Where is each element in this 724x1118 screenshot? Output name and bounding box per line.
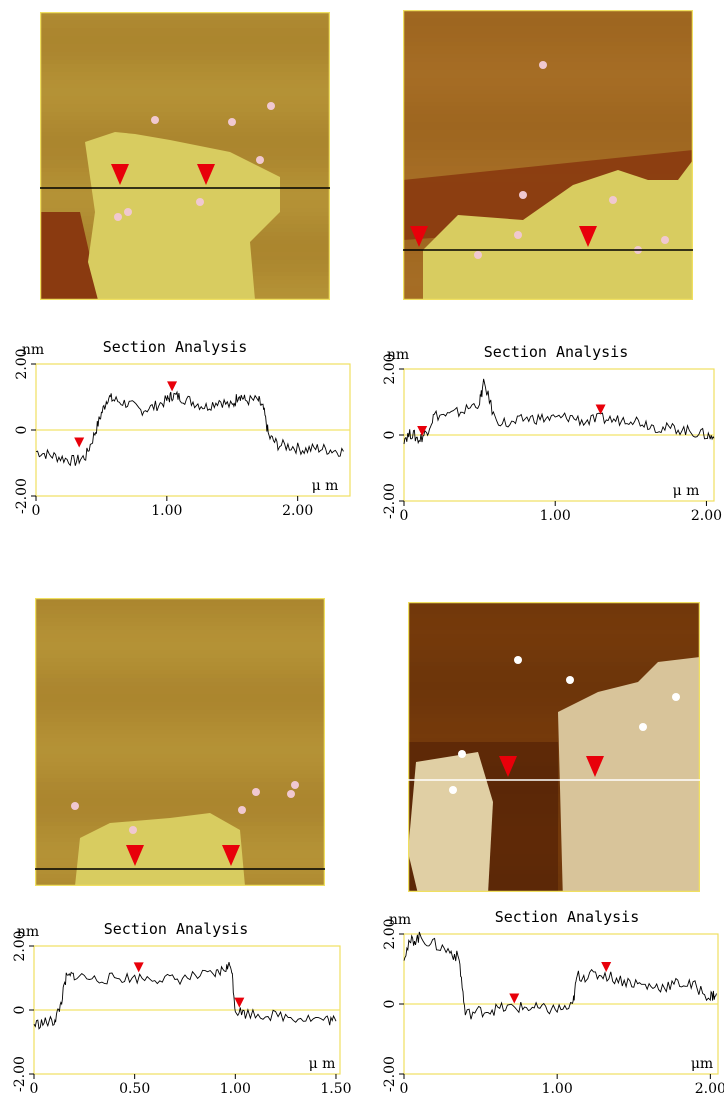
cursor-marker (197, 164, 215, 185)
afm-image-c (35, 598, 325, 886)
afm-particle (256, 156, 264, 164)
cursor-marker (234, 997, 245, 1008)
afm-particle (252, 788, 260, 796)
afm-particle (151, 116, 159, 124)
afm-particle (287, 790, 295, 798)
cursor-marker (586, 756, 604, 777)
cursor-marker (126, 845, 144, 866)
afm-frame (408, 602, 700, 892)
afm-particle (129, 826, 137, 834)
afm-frame (35, 598, 325, 886)
cursor-marker (167, 381, 178, 392)
afm-island (75, 813, 245, 886)
x-tick-label: 0.50 (119, 1081, 150, 1097)
section-chart-b: Section Analysis nm μ m 2.00 0 -2.00 0 1.00 2.00 (366, 331, 722, 533)
afm-image-d (408, 602, 700, 892)
y-tick-label: 0 (382, 1000, 398, 1009)
height-profile-line (403, 378, 715, 445)
afm-particle (228, 118, 236, 126)
y-tick-label: 2.00 (12, 930, 28, 961)
afm-image-b (403, 10, 693, 300)
afm-particle (639, 723, 647, 731)
height-profile-line (403, 931, 717, 1020)
height-profile-line (35, 390, 344, 467)
cursor-marker (410, 226, 428, 247)
y-tick-label: 2.00 (382, 353, 398, 384)
x-tick-label: 1.50 (320, 1081, 351, 1097)
x-tick-label: 1.00 (542, 1081, 573, 1097)
x-tick-label: 0 (400, 508, 409, 524)
y-tick-label: 2.00 (382, 918, 398, 949)
afm-particle (474, 251, 482, 259)
afm-particle (196, 198, 204, 206)
y-tick-label: 2.00 (14, 348, 30, 379)
section-chart-d: Section Analysis nm μm 2.00 0 -2.00 0 1.00 2.00 (362, 908, 724, 1118)
afm-particle (71, 802, 79, 810)
cursor-marker (111, 164, 129, 185)
afm-island (558, 657, 700, 892)
y-tick-label: -2.00 (382, 483, 398, 519)
afm-island (408, 752, 493, 892)
y-unit-label: nm (22, 342, 44, 358)
afm-particle (458, 750, 466, 758)
afm-particle (566, 676, 574, 684)
cursor-marker (133, 962, 144, 973)
y-unit-label: nm (387, 347, 409, 363)
afm-particle (661, 236, 669, 244)
cursor-marker (579, 226, 597, 247)
afm-frame (40, 12, 330, 300)
cursor-marker (601, 962, 612, 972)
afm-island (423, 160, 693, 300)
chart-title: Section Analysis (104, 920, 249, 938)
height-profile-line (33, 962, 337, 1030)
x-tick-label: 1.00 (220, 1081, 251, 1097)
y-unit-label: nm (389, 912, 411, 928)
afm-particle (514, 656, 522, 664)
afm-particle (519, 191, 527, 199)
chart-title: Section Analysis (103, 338, 248, 356)
cursor-marker (499, 756, 517, 777)
afm-particle (267, 102, 275, 110)
y-tick-label: -2.00 (14, 478, 30, 514)
y-tick-label: -2.00 (382, 1056, 398, 1092)
afm-island (85, 132, 280, 300)
chart-title: Section Analysis (484, 343, 629, 361)
afm-particle (672, 693, 680, 701)
afm-particle (114, 213, 122, 221)
afm-particle (449, 786, 457, 794)
x-tick-label: 2.00 (691, 508, 722, 524)
x-unit-label: μ m (312, 478, 339, 494)
chart-title: Section Analysis (495, 908, 640, 926)
afm-particle (291, 781, 299, 789)
x-tick-label: 2.00 (282, 503, 313, 519)
cursor-marker (222, 845, 240, 866)
y-tick-label: 0 (14, 426, 30, 435)
cursor-marker (74, 437, 85, 448)
y-tick-label: -2.00 (12, 1056, 28, 1092)
x-unit-label: μm (691, 1056, 713, 1072)
x-tick-label: 0 (400, 1081, 409, 1097)
x-tick-label: 1.00 (540, 508, 571, 524)
x-tick-label: 1.00 (151, 503, 182, 519)
afm-particle (238, 806, 246, 814)
section-chart-a: Section Analysis nm μ m 2.00 0 -2.00 0 1.00 2.00 (0, 326, 362, 528)
cursor-marker (509, 993, 520, 1004)
section-chart-c: Section Analysis nm μ m 2.00 0 -2.00 0 0.50 1.00… (0, 919, 362, 1118)
y-unit-label: nm (17, 924, 39, 940)
afm-particle (609, 196, 617, 204)
x-tick-label: 2.00 (695, 1081, 724, 1097)
x-unit-label: μ m (673, 483, 700, 499)
x-tick-label: 0 (32, 503, 41, 519)
afm-image-a (40, 12, 330, 300)
cursor-marker (417, 425, 428, 436)
afm-particle (514, 231, 522, 239)
x-unit-label: μ m (309, 1056, 336, 1072)
afm-particle (124, 208, 132, 216)
y-tick-label: 0 (12, 1006, 28, 1015)
afm-particle (539, 61, 547, 69)
afm-frame (403, 10, 693, 300)
cursor-marker (595, 404, 606, 415)
x-tick-label: 0 (30, 1081, 39, 1097)
y-tick-label: 0 (382, 431, 398, 440)
